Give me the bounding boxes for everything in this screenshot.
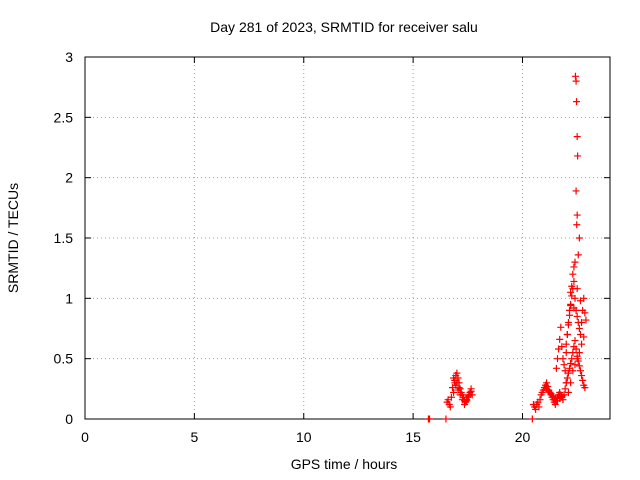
data-point: [567, 359, 575, 367]
data-point: [572, 345, 580, 353]
y-tick-label: 0.5: [54, 351, 74, 367]
data-point: [575, 349, 583, 357]
grid-lines: [85, 57, 610, 419]
data-point: [563, 331, 571, 339]
x-tick-label: 0: [81, 429, 89, 445]
data-point: [571, 361, 579, 369]
data-point: [575, 325, 583, 332]
data-point: [535, 403, 543, 411]
y-tick-label: 1: [65, 290, 73, 306]
data-point: [453, 369, 461, 377]
data-point: [458, 396, 466, 404]
data-point: [563, 374, 571, 382]
data-point: [570, 277, 578, 285]
data-point: [580, 333, 588, 341]
data-point: [579, 376, 587, 384]
data-point: [450, 388, 458, 396]
data-point: [564, 369, 572, 377]
data-point: [573, 133, 581, 141]
x-tick-label: 10: [296, 429, 312, 445]
data-points: [424, 72, 590, 423]
data-point: [551, 401, 559, 409]
data-point: [569, 270, 577, 278]
data-point: [573, 355, 581, 363]
data-point: [543, 379, 551, 387]
data-point: [573, 221, 581, 229]
data-point: [573, 312, 581, 320]
data-point: [575, 234, 583, 242]
data-point: [573, 98, 581, 106]
data-point: [447, 393, 455, 401]
data-point: [558, 392, 566, 400]
data-point: [578, 318, 586, 326]
y-tick-labels: 0 0.5 1 1.5 2 2.5 3: [54, 49, 74, 427]
data-point: [528, 415, 536, 423]
data-point: [456, 391, 464, 399]
data-point: [552, 364, 560, 372]
data-point: [463, 397, 471, 405]
data-point: [557, 323, 565, 331]
data-point: [574, 152, 582, 160]
data-point: [558, 343, 566, 351]
data-point: [573, 285, 581, 293]
y-tick-label: 0: [65, 411, 73, 427]
y-tick-label: 3: [65, 49, 73, 65]
data-point: [572, 187, 580, 195]
data-point: [567, 288, 575, 296]
data-point: [453, 379, 461, 387]
data-point: [576, 297, 584, 305]
data-point: [571, 72, 579, 80]
data-point: [536, 396, 544, 404]
data-point: [446, 403, 454, 411]
data-point: [567, 379, 575, 387]
data-point: [561, 385, 569, 393]
data-point: [426, 415, 434, 423]
data-point: [571, 294, 579, 302]
data-point: [461, 401, 469, 409]
chart-title: Day 281 of 2023, SRMTID for receiver sal…: [210, 19, 478, 35]
data-point: [571, 337, 579, 345]
data-point: [467, 387, 475, 395]
data-point: [465, 392, 473, 400]
data-point: [569, 349, 577, 357]
y-tick-label: 2.5: [54, 109, 74, 125]
axis-ticks: [84, 56, 610, 420]
data-point: [559, 396, 567, 404]
data-point: [570, 263, 578, 271]
data-point: [566, 311, 574, 319]
x-tick-labels: 0 5 10 15 20: [81, 429, 530, 445]
x-tick-label: 15: [405, 429, 421, 445]
y-tick-label: 1.5: [54, 230, 74, 246]
data-point: [576, 367, 584, 375]
data-point: [442, 415, 450, 423]
x-axis-label: GPS time / hours: [291, 456, 398, 472]
data-point: [570, 304, 578, 312]
data-point: [578, 340, 586, 348]
x-tick-label: 5: [190, 429, 198, 445]
data-point: [562, 340, 570, 348]
data-point: [573, 211, 581, 219]
data-point: [564, 388, 572, 396]
y-axis-label: SRMTID / TECUs: [5, 183, 21, 293]
data-point: [562, 349, 570, 357]
data-point: [581, 309, 589, 317]
y-tick-label: 2: [65, 170, 73, 186]
data-point: [556, 335, 564, 343]
data-point: [560, 361, 568, 369]
x-tick-label: 20: [515, 429, 531, 445]
data-point: [574, 251, 582, 259]
data-point: [575, 362, 583, 370]
data-point: [578, 372, 586, 380]
data-point: [569, 367, 577, 375]
data-point: [564, 321, 572, 329]
data-point: [468, 391, 476, 399]
data-point: [572, 77, 580, 85]
data-point: [571, 258, 579, 266]
data-point: [582, 316, 590, 324]
data-point: [559, 355, 567, 363]
data-point: [455, 384, 463, 392]
data-point: [581, 384, 589, 392]
